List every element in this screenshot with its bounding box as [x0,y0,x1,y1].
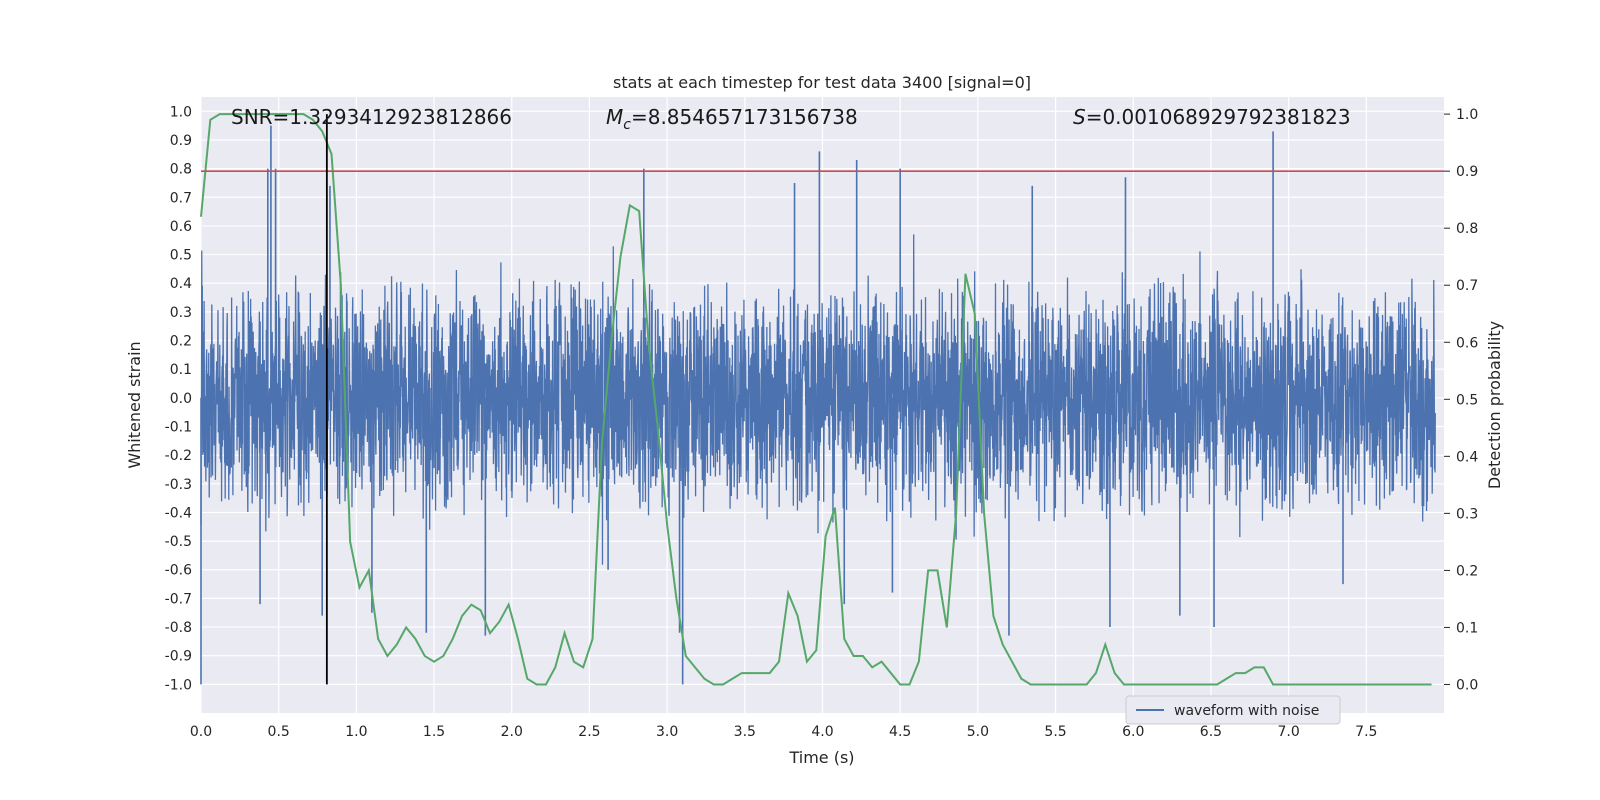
y-tick-label: -0.7 [165,591,192,607]
x-axis-label: Time (s) [788,748,854,767]
x-tick-label: 4.0 [811,724,833,740]
x-tick-label: 7.5 [1355,724,1377,740]
y-tick-label: 0.0 [170,391,192,407]
x-tick-label: 0.5 [268,724,290,740]
probability-series [200,113,1432,686]
snr-annotation: SNR=1.3293412923812866 [231,105,512,129]
y-right-tick-label: 0.6 [1456,335,1478,351]
y-tick-label: -0.2 [165,448,192,464]
x-tick-label: 2.0 [501,724,523,740]
s-symbol: S [1073,105,1086,129]
x-tick-label: 1.5 [423,724,445,740]
x-tick-label: 3.0 [656,724,678,740]
y-right-tick-label: 0.0 [1456,677,1478,693]
x-tick-label: 1.0 [345,724,367,740]
s-annotation: S=0.001068929792381823 [1073,105,1351,129]
x-tick-label: 6.0 [1122,724,1144,740]
chirp-mass-subscript: c [623,117,631,133]
y-tick-label: -0.9 [165,649,192,665]
y-axis-label: Whitened strain [125,341,144,468]
y-tick-label: -0.5 [165,534,192,550]
y-ticks-left: 1.0 0.9 0.8 0.7 0.6 0.5 0.4 0.3 0.2 0.1 0.0 -0.1 -0.… [165,104,192,693]
chart-title: stats at each timestep for test data 340… [613,73,1031,92]
y-right-tick-label: 0.4 [1456,449,1478,465]
x-tick-label: 4.5 [889,724,911,740]
y-right-tick-label: 0.8 [1456,221,1478,237]
y-tick-label: 0.5 [170,248,192,264]
y-tick-label: -0.8 [165,620,192,636]
y-right-tick-label: 0.3 [1456,506,1478,522]
y-tick-label: 0.2 [170,334,192,350]
x-tick-label: 5.0 [967,724,989,740]
legend-label: waveform with noise [1174,703,1319,719]
x-tick-label: 0.0 [190,724,212,740]
y-tick-label: -0.3 [165,477,192,493]
y-tick-label: 0.1 [170,362,192,378]
probability-line [200,113,1432,686]
x-tick-label: 7.0 [1277,724,1299,740]
legend: waveform with noise [1125,695,1341,725]
y-tick-label: 0.9 [170,133,192,149]
x-ticks: 0.0 0.5 1.0 1.5 2.0 2.5 3.0 3.5 4.0 4.5 5.0 5.5 6.0 6… [190,724,1378,740]
y-tick-label: 0.3 [170,305,192,321]
chirp-mass-annotation: Mc=8.854657173156738 [606,105,858,133]
y-tick-label: 0.6 [170,219,192,235]
s-value: =0.001068929792381823 [1086,105,1351,129]
y-ticks-right: 1.0 0.9 0.8 0.7 0.6 0.5 0.4 0.3 0.2 0.1 0.0 [1444,107,1478,693]
x-tick-label: 2.5 [578,724,600,740]
y-right-tick-label: 0.2 [1456,563,1478,579]
y-right-tick-label: 1.0 [1456,107,1478,123]
y-tick-label: -0.6 [165,563,192,579]
x-tick-label: 5.5 [1044,724,1066,740]
chirp-mass-value: =8.854657173156738 [631,105,858,129]
x-tick-label: 6.5 [1200,724,1222,740]
y-tick-label: 0.4 [170,276,192,292]
chirp-mass-symbol: M [606,105,623,129]
y-tick-label: 0.7 [170,190,192,206]
y-axis-label-right: Detection probability [1485,321,1504,489]
y-tick-label: 1.0 [170,104,192,120]
x-tick-label: 3.5 [734,724,756,740]
y-right-tick-label: 0.1 [1456,620,1478,636]
strain-trace [200,234,1436,565]
y-right-tick-label: 0.7 [1456,278,1478,294]
y-tick-label: -0.4 [165,505,192,521]
y-tick-label: -1.0 [165,677,192,693]
markers [201,114,1444,685]
y-right-tick-label: 0.9 [1456,164,1478,180]
legend-box [1125,695,1341,725]
y-right-tick-label: 0.5 [1456,392,1478,408]
y-tick-label: 0.8 [170,162,192,178]
y-tick-label: -0.1 [165,419,192,435]
